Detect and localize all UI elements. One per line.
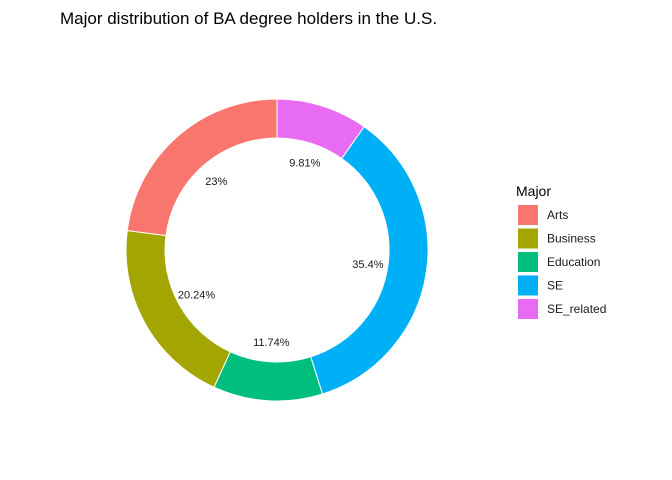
legend-title: Major	[516, 183, 551, 199]
slice-value-label: 35.4%	[352, 259, 383, 271]
slice-value-label: 11.74%	[253, 337, 290, 349]
legend-label: Education	[547, 255, 600, 269]
legend-key-se	[518, 275, 538, 296]
donut-slice-business	[125, 230, 231, 388]
legend-key-se-related	[518, 299, 538, 319]
donut-slice-arts	[126, 98, 278, 237]
legend-label: Arts	[547, 208, 568, 222]
slice-value-label: 20.24%	[178, 290, 216, 302]
legend-key-arts	[518, 205, 538, 225]
slice-labels: 23% 20.24% 11.74% 35.4% 9.81%	[178, 157, 384, 349]
legend: Major Arts Business Education SE SE_related	[516, 183, 606, 319]
donut-slices	[125, 98, 429, 402]
donut-slice-se-related	[276, 98, 365, 160]
donut-slice-education	[213, 351, 324, 402]
slice-value-label: 23%	[205, 176, 227, 188]
slice-value-label: 9.81%	[289, 157, 320, 169]
chart-title: Major distribution of BA degree holders …	[60, 9, 437, 28]
legend-key-business	[518, 228, 538, 249]
legend-key-education	[518, 252, 538, 272]
legend-label: Business	[547, 232, 596, 246]
legend-label: SE	[547, 279, 563, 293]
legend-label: SE_related	[547, 302, 606, 316]
